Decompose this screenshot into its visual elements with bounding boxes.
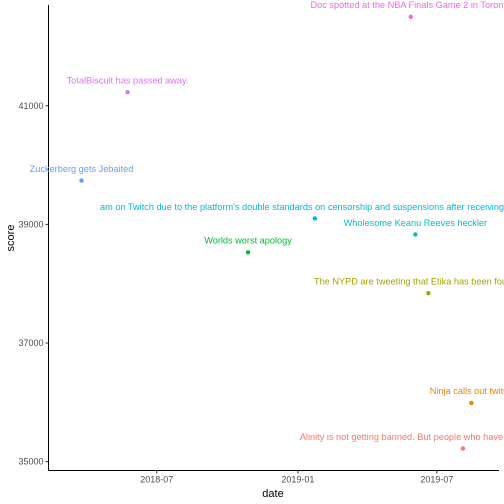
y-tick-label: 35000	[18, 457, 43, 467]
x-tick-label: 2018-07	[140, 475, 173, 485]
point-labels: Doc spotted at the NBA Finals Game 2 in …	[30, 0, 504, 442]
data-point	[426, 291, 430, 295]
y-axis-title: score	[5, 225, 17, 252]
data-point	[413, 232, 417, 236]
data-point	[79, 178, 83, 182]
point-label: Zuckerberg gets Jebaited	[30, 164, 134, 174]
point-label: Ninja calls out twitch	[430, 386, 504, 396]
data-point	[461, 446, 465, 450]
point-label: TotalBiscuit has passed away.	[67, 75, 189, 85]
x-tick-label: 2019-07	[420, 475, 453, 485]
data-point	[313, 216, 317, 220]
point-label: Wholesome Keanu Reeves heckler	[344, 218, 488, 228]
data-point	[246, 250, 250, 254]
y-tick-label: 37000	[18, 338, 43, 348]
point-label: Worlds worst apology	[204, 236, 292, 246]
point-label: Alinity is not getting banned. But peopl…	[300, 432, 504, 442]
point-label: The NYPD are tweeting that Etika has bee…	[314, 276, 504, 286]
point-label: am on Twitch due to the platform's doubl…	[100, 202, 504, 212]
data-point	[409, 15, 413, 19]
x-tick-label: 2019-01	[281, 475, 314, 485]
x-axis-title: date	[262, 488, 283, 500]
data-point	[125, 90, 129, 94]
ticks: 35000 37000 39000 41000 2018-07 2019-01 2019-0…	[18, 101, 453, 485]
point-label: Doc spotted at the NBA Finals Game 2 in …	[310, 0, 504, 10]
y-tick-label: 41000	[18, 101, 43, 111]
y-tick-label: 39000	[18, 219, 43, 229]
data-point	[469, 401, 473, 405]
